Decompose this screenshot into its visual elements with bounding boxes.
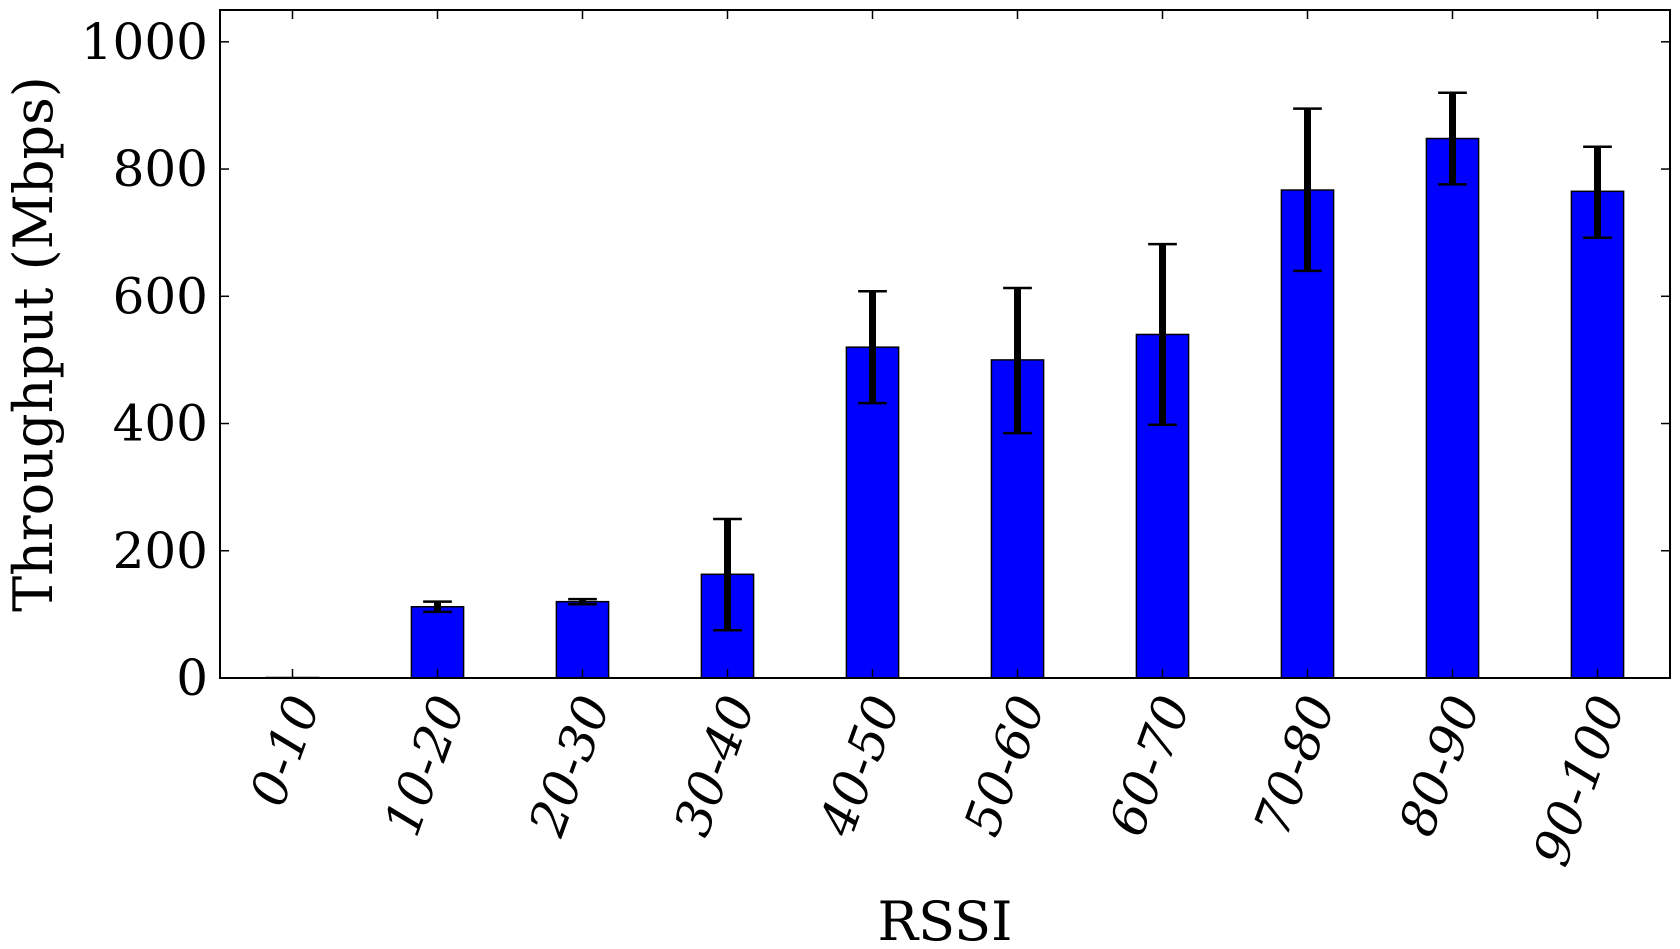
y-tick-label-800: 800: [113, 140, 208, 198]
bars-layer: [265, 137, 1625, 679]
x-axis-title: RSSI: [877, 890, 1012, 949]
x-tick-label-70-80: 70-80: [1243, 688, 1347, 843]
x-tick-label-50-60: 50-60: [953, 688, 1057, 843]
y-tick-label-200: 200: [113, 522, 208, 580]
x-tick-label-90-100: 90-100: [1522, 688, 1637, 873]
x-tick-label-60-70: 60-70: [1098, 688, 1202, 843]
y-tick-label-600: 600: [113, 267, 208, 325]
y-tick-label-400: 400: [113, 395, 208, 453]
bar-20-30: [555, 600, 610, 679]
bar-90-100: [1570, 190, 1625, 679]
error-bar-70-80: [1293, 107, 1322, 273]
error-bar-10-20: [423, 600, 452, 614]
y-ticks-layer: 0 200 400 600 800 1000: [81, 13, 1670, 707]
error-bar-20-30: [568, 597, 597, 606]
bar-80-90: [1425, 137, 1480, 679]
y-tick-label-1000: 1000: [81, 13, 208, 71]
y-axis-title: Throughput (Mbps): [2, 76, 65, 612]
plot-area-frame: [219, 9, 1671, 679]
error-bar-30-40: [713, 517, 742, 632]
x-tick-label-40-50: 40-50: [808, 688, 912, 844]
x-tick-label-30-40: 30-40: [663, 688, 767, 843]
error-bar-90-100: [1583, 145, 1612, 240]
y-tick-label-0: 0: [176, 649, 208, 707]
x-tick-label-10-20: 10-20: [373, 688, 477, 843]
x-tick-label-80-90: 80-90: [1388, 688, 1492, 843]
error-bar-60-70: [1148, 242, 1177, 427]
error-bar-50-60: [1003, 286, 1032, 435]
x-tick-label-0-10: 0-10: [239, 688, 332, 813]
x-tick-label-20-30: 20-30: [518, 688, 622, 844]
error-bar-80-90: [1438, 91, 1467, 186]
error-bars-layer: [423, 91, 1612, 632]
bar-10-20: [410, 605, 465, 679]
error-bar-40-50: [858, 289, 887, 405]
